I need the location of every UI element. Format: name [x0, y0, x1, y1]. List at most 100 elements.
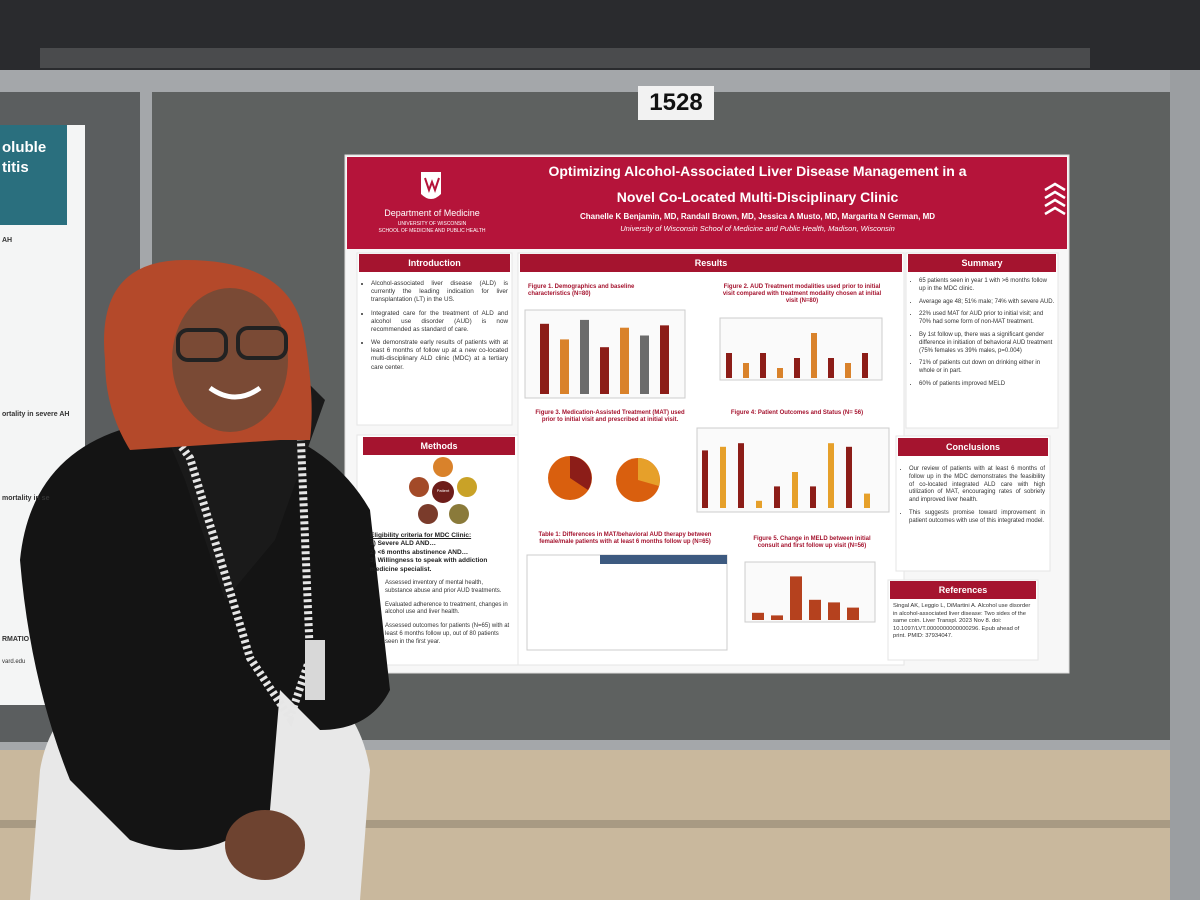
references-text: Singal AK, Leggio L, DiMartini A. Alcoho… [893, 603, 1031, 640]
decor-bar [702, 450, 708, 508]
diagram-label: Patient [436, 488, 450, 493]
methods-diagram [409, 457, 477, 524]
decor-bar [580, 319, 589, 394]
decor-bar [540, 323, 549, 394]
figure-title: Table 1: Differences in MAT/behavioral A… [538, 532, 712, 546]
figure-title: Figure 2. AUD Treatment modalities used … [722, 284, 882, 305]
section-heading: Methods [363, 437, 515, 455]
decor-bar [760, 353, 766, 378]
decor-bar [810, 486, 816, 508]
diagram-node [457, 477, 477, 497]
floor-stripe [0, 820, 1200, 828]
logo-school: SCHOOL OF MEDICINE AND PUBLIC HEALTH [378, 228, 486, 234]
conclusions-text: Our review of patients with at least 6 m… [900, 466, 1045, 531]
diagram-node [409, 477, 429, 497]
decor-bar [828, 443, 834, 508]
glasses [236, 326, 288, 360]
decor-bar [811, 333, 817, 378]
decor-bar [771, 615, 783, 620]
summary-item: By 1st follow up, there was a significan… [919, 332, 1055, 355]
diagram-center [432, 481, 454, 503]
figure-title: Figure 1. Demographics and baseline char… [528, 284, 635, 298]
board-post [1170, 70, 1200, 900]
logo-department: Department of Medicine [384, 208, 480, 218]
side-text: AH [2, 237, 13, 244]
summary-item: 65 patients seen in year 1 with >6 month… [919, 278, 1055, 294]
intro-item: We demonstrate early results of patients… [371, 339, 508, 372]
decor-bar [620, 327, 629, 394]
decor-bar [845, 363, 851, 378]
section-heading: Results [520, 254, 902, 272]
decor-bar [560, 339, 569, 394]
decor-bar [792, 472, 798, 508]
panel [356, 252, 513, 426]
logo-university: UNIVERSITY OF WISCONSIN [397, 221, 467, 227]
summary-item: Average age 48; 51% male; 74% with sever… [919, 299, 1055, 307]
decor-bar [726, 353, 732, 378]
side-poster-banner [0, 125, 67, 225]
summary-item: 71% of patients cut down on drinking eit… [919, 360, 1055, 376]
eligibility-title: Eligibility criteria for MDC Clinic: [370, 532, 472, 539]
side-text: mortality in se [2, 495, 50, 502]
crest-w [424, 177, 440, 193]
conclusions-list: Our review of patients with at least 6 m… [900, 466, 1045, 526]
side-text: ortality in severe AH [2, 411, 70, 418]
summary-item: 22% used MAT for AUD prior to initial vi… [919, 311, 1055, 327]
methods-paragraph: Assessed inventory of mental health, sub… [385, 580, 502, 594]
methods-paragraph: Evaluated adherence to treatment, change… [385, 601, 508, 616]
table-header [600, 555, 727, 564]
conclusions-item: Our review of patients with at least 6 m… [909, 466, 1045, 505]
pie-slice [638, 458, 660, 486]
methods-text: Assessed inventory of mental health, sub… [385, 580, 510, 653]
diagram-node [449, 504, 469, 524]
decor-bar [790, 576, 802, 620]
board-number: 1528 [649, 89, 703, 116]
bar-graphics [540, 319, 870, 620]
poster-title: Optimizing Alcohol-Associated Liver Dise… [548, 163, 967, 179]
table-frame [526, 554, 728, 651]
summary-list: 65 patients seen in year 1 with >6 month… [910, 278, 1055, 389]
intro-list: Alcohol-associated liver disease (ALD) i… [362, 280, 508, 372]
decor-bar [774, 486, 780, 508]
decor-bar [756, 500, 762, 508]
figure-graphics [524, 309, 890, 651]
decor-bar [738, 443, 744, 508]
affiliation: University of Wisconsin School of Medici… [620, 224, 895, 233]
decor-bar [809, 599, 821, 620]
decor-bar [794, 358, 800, 378]
chevrons [1044, 182, 1066, 216]
diagram-node [418, 504, 438, 524]
side-text: RMATIO [2, 636, 30, 643]
criterion: 1) Severe ALD AND… [370, 540, 436, 548]
pie-slice [570, 456, 592, 490]
eligibility: Eligibility criteria for MDC Clinic: 1) … [370, 532, 515, 574]
decor-bar [864, 493, 870, 508]
decor-bar [640, 335, 649, 394]
methods-paragraph: Assessed outcomes for patients (N=65) wi… [385, 623, 510, 645]
side-text: oluble [2, 139, 47, 156]
section-heading: References [890, 581, 1036, 599]
smile [208, 385, 262, 400]
section-heading: Introduction [359, 254, 510, 272]
decor-bar [720, 446, 726, 508]
decor-bar [847, 607, 859, 620]
summary-text: 65 patients seen in year 1 with >6 month… [910, 278, 1055, 394]
criterion: 3) Willingness to speak with addiction m… [370, 557, 488, 573]
scarf [156, 415, 315, 728]
decor-bar [752, 612, 764, 620]
summary-item: 60% of patients improved MELD [919, 381, 1055, 389]
hands [225, 810, 305, 880]
panel [905, 252, 1059, 429]
diagram-node [433, 457, 453, 477]
intro-item: Alcohol-associated liver disease (ALD) i… [371, 280, 508, 305]
person [20, 260, 390, 900]
badge [305, 640, 325, 700]
figure-title: Figure 3. Medication-Assisted Treatment … [535, 410, 685, 424]
decor-bar [828, 602, 840, 620]
conclusions-item: This suggests promise toward improvement… [909, 510, 1045, 526]
decor-bar [600, 347, 609, 394]
intro-item: Integrated care for the treatment of ALD… [371, 310, 508, 335]
truss [40, 48, 1090, 68]
glasses [176, 328, 228, 362]
